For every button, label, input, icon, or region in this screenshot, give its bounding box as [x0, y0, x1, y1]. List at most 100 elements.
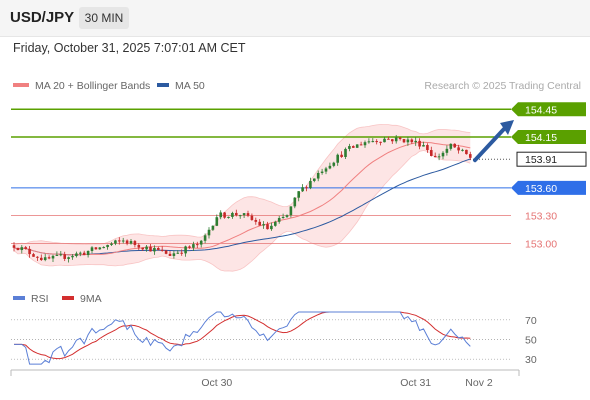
- candle-body[interactable]: [328, 165, 332, 169]
- candle-body[interactable]: [43, 257, 47, 261]
- candle-body[interactable]: [258, 221, 261, 226]
- candle-body[interactable]: [219, 212, 222, 218]
- candle-body[interactable]: [79, 252, 82, 254]
- candle-body[interactable]: [410, 139, 414, 143]
- candle-body[interactable]: [102, 247, 105, 249]
- candle-body[interactable]: [437, 156, 441, 158]
- candle-body[interactable]: [71, 256, 74, 258]
- candle-body[interactable]: [309, 180, 312, 188]
- candle-body[interactable]: [242, 213, 246, 216]
- candle-body[interactable]: [422, 145, 425, 147]
- candle-body[interactable]: [332, 162, 336, 166]
- candle-body[interactable]: [285, 215, 289, 217]
- candle-body[interactable]: [402, 139, 406, 143]
- candle-body[interactable]: [125, 240, 129, 244]
- candle-body[interactable]: [203, 235, 207, 241]
- candle-body[interactable]: [82, 252, 86, 256]
- candle-body[interactable]: [75, 253, 78, 257]
- candle-body[interactable]: [36, 256, 39, 258]
- candle-body[interactable]: [418, 140, 421, 147]
- candle-body[interactable]: [141, 247, 144, 250]
- candle-body[interactable]: [391, 139, 394, 142]
- candle-body[interactable]: [281, 216, 285, 219]
- candle-body[interactable]: [192, 244, 195, 248]
- candle-body[interactable]: [426, 145, 429, 151]
- candle-body[interactable]: [355, 144, 359, 148]
- candle-body[interactable]: [98, 247, 102, 250]
- candle-body[interactable]: [238, 215, 242, 217]
- candle-body[interactable]: [149, 246, 152, 252]
- candle-body[interactable]: [363, 142, 367, 146]
- candle-body[interactable]: [367, 141, 371, 143]
- candle-body[interactable]: [430, 150, 433, 156]
- candle-body[interactable]: [305, 187, 308, 189]
- candle-body[interactable]: [387, 138, 390, 140]
- candle-body[interactable]: [250, 215, 254, 220]
- candle-body[interactable]: [28, 248, 31, 255]
- candle-body[interactable]: [371, 141, 375, 143]
- candle-body[interactable]: [394, 137, 398, 142]
- candle-body[interactable]: [114, 240, 117, 244]
- candle-body[interactable]: [20, 247, 24, 251]
- candle-body[interactable]: [336, 154, 339, 163]
- candle-body[interactable]: [110, 243, 113, 245]
- candle-body[interactable]: [133, 241, 137, 245]
- candle-body[interactable]: [16, 247, 20, 251]
- candle-body[interactable]: [40, 257, 43, 261]
- candle-body[interactable]: [207, 229, 211, 236]
- candle-body[interactable]: [199, 240, 203, 245]
- candle-body[interactable]: [277, 218, 281, 222]
- candle-body[interactable]: [63, 254, 66, 259]
- candle-body[interactable]: [172, 253, 176, 256]
- candle-body[interactable]: [137, 244, 141, 248]
- candle-body[interactable]: [270, 225, 273, 230]
- candle-body[interactable]: [246, 213, 250, 216]
- candle-body[interactable]: [176, 252, 180, 254]
- candle-body[interactable]: [465, 149, 468, 155]
- candle-body[interactable]: [375, 141, 378, 143]
- candle-body[interactable]: [301, 187, 304, 192]
- candle-body[interactable]: [398, 137, 402, 140]
- candle-body[interactable]: [289, 206, 293, 216]
- candle-body[interactable]: [453, 143, 456, 148]
- candle-body[interactable]: [359, 144, 363, 146]
- candle-body[interactable]: [55, 254, 59, 256]
- candle-body[interactable]: [231, 212, 234, 217]
- candle-body[interactable]: [449, 143, 453, 149]
- candle-body[interactable]: [297, 191, 300, 198]
- candle-body[interactable]: [227, 216, 230, 218]
- candle-body[interactable]: [414, 140, 417, 143]
- candle-body[interactable]: [340, 154, 343, 157]
- candle-body[interactable]: [51, 255, 55, 259]
- candle-body[interactable]: [293, 197, 297, 207]
- candle-body[interactable]: [352, 146, 355, 148]
- candle-body[interactable]: [320, 171, 324, 173]
- candle-body[interactable]: [461, 149, 464, 151]
- candle-body[interactable]: [121, 240, 125, 242]
- candle-body[interactable]: [406, 139, 410, 143]
- candle-body[interactable]: [24, 247, 27, 249]
- candle-body[interactable]: [445, 148, 449, 153]
- candle-body[interactable]: [274, 221, 277, 226]
- candle-body[interactable]: [145, 246, 148, 250]
- candle-body[interactable]: [266, 224, 269, 230]
- candle-body[interactable]: [433, 155, 437, 158]
- candle-body[interactable]: [90, 247, 94, 251]
- candle-body[interactable]: [67, 257, 70, 259]
- candle-body[interactable]: [153, 248, 156, 252]
- candle-body[interactable]: [383, 138, 386, 143]
- candle-body[interactable]: [254, 219, 258, 222]
- candle-body[interactable]: [86, 250, 90, 256]
- candle-body[interactable]: [211, 225, 215, 230]
- candle-body[interactable]: [160, 249, 164, 251]
- candle-body[interactable]: [196, 244, 199, 246]
- candle-body[interactable]: [118, 240, 121, 242]
- candle-body[interactable]: [12, 245, 16, 248]
- candle-body[interactable]: [180, 252, 183, 254]
- candle-body[interactable]: [188, 246, 191, 248]
- candle-body[interactable]: [215, 217, 219, 226]
- candle-body[interactable]: [157, 248, 160, 250]
- candle-body[interactable]: [32, 254, 35, 257]
- candle-body[interactable]: [164, 250, 168, 254]
